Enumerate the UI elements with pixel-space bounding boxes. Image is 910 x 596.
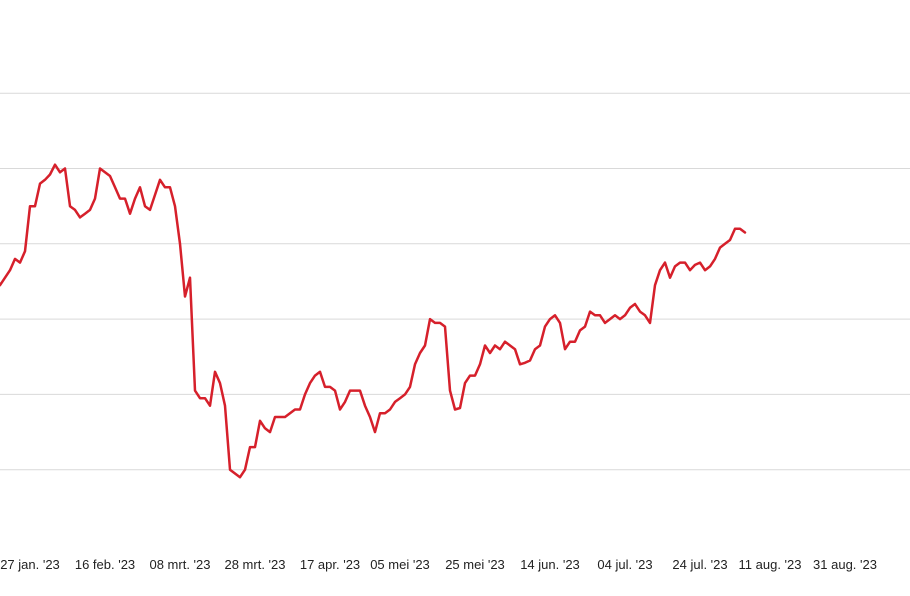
x-tick-label: 04 jul. '23 <box>597 557 652 572</box>
x-tick-label: 05 mei '23 <box>370 557 430 572</box>
x-tick-label: 25 mei '23 <box>445 557 505 572</box>
x-tick-label: 11 aug. '23 <box>739 557 802 572</box>
series-line <box>0 163 747 479</box>
grid-lines <box>0 92 910 471</box>
x-tick-label: 14 jun. '23 <box>520 557 580 572</box>
x-axis-tick-labels: 27 jan. '23 16 feb. '23 08 mrt. '23 28 mrt.… <box>0 557 877 572</box>
x-tick-label: 28 mrt. '23 <box>224 557 285 572</box>
series-layer <box>0 163 747 479</box>
x-tick-label: 17 apr. '23 <box>300 557 360 572</box>
x-tick-label: 27 jan. '23 <box>0 557 60 572</box>
x-tick-label: 31 aug. '23 <box>813 557 877 572</box>
x-tick-label: 24 jul. '23 <box>672 557 727 572</box>
x-tick-label: 16 feb. '23 <box>75 557 135 572</box>
x-tick-label: 08 mrt. '23 <box>149 557 210 572</box>
